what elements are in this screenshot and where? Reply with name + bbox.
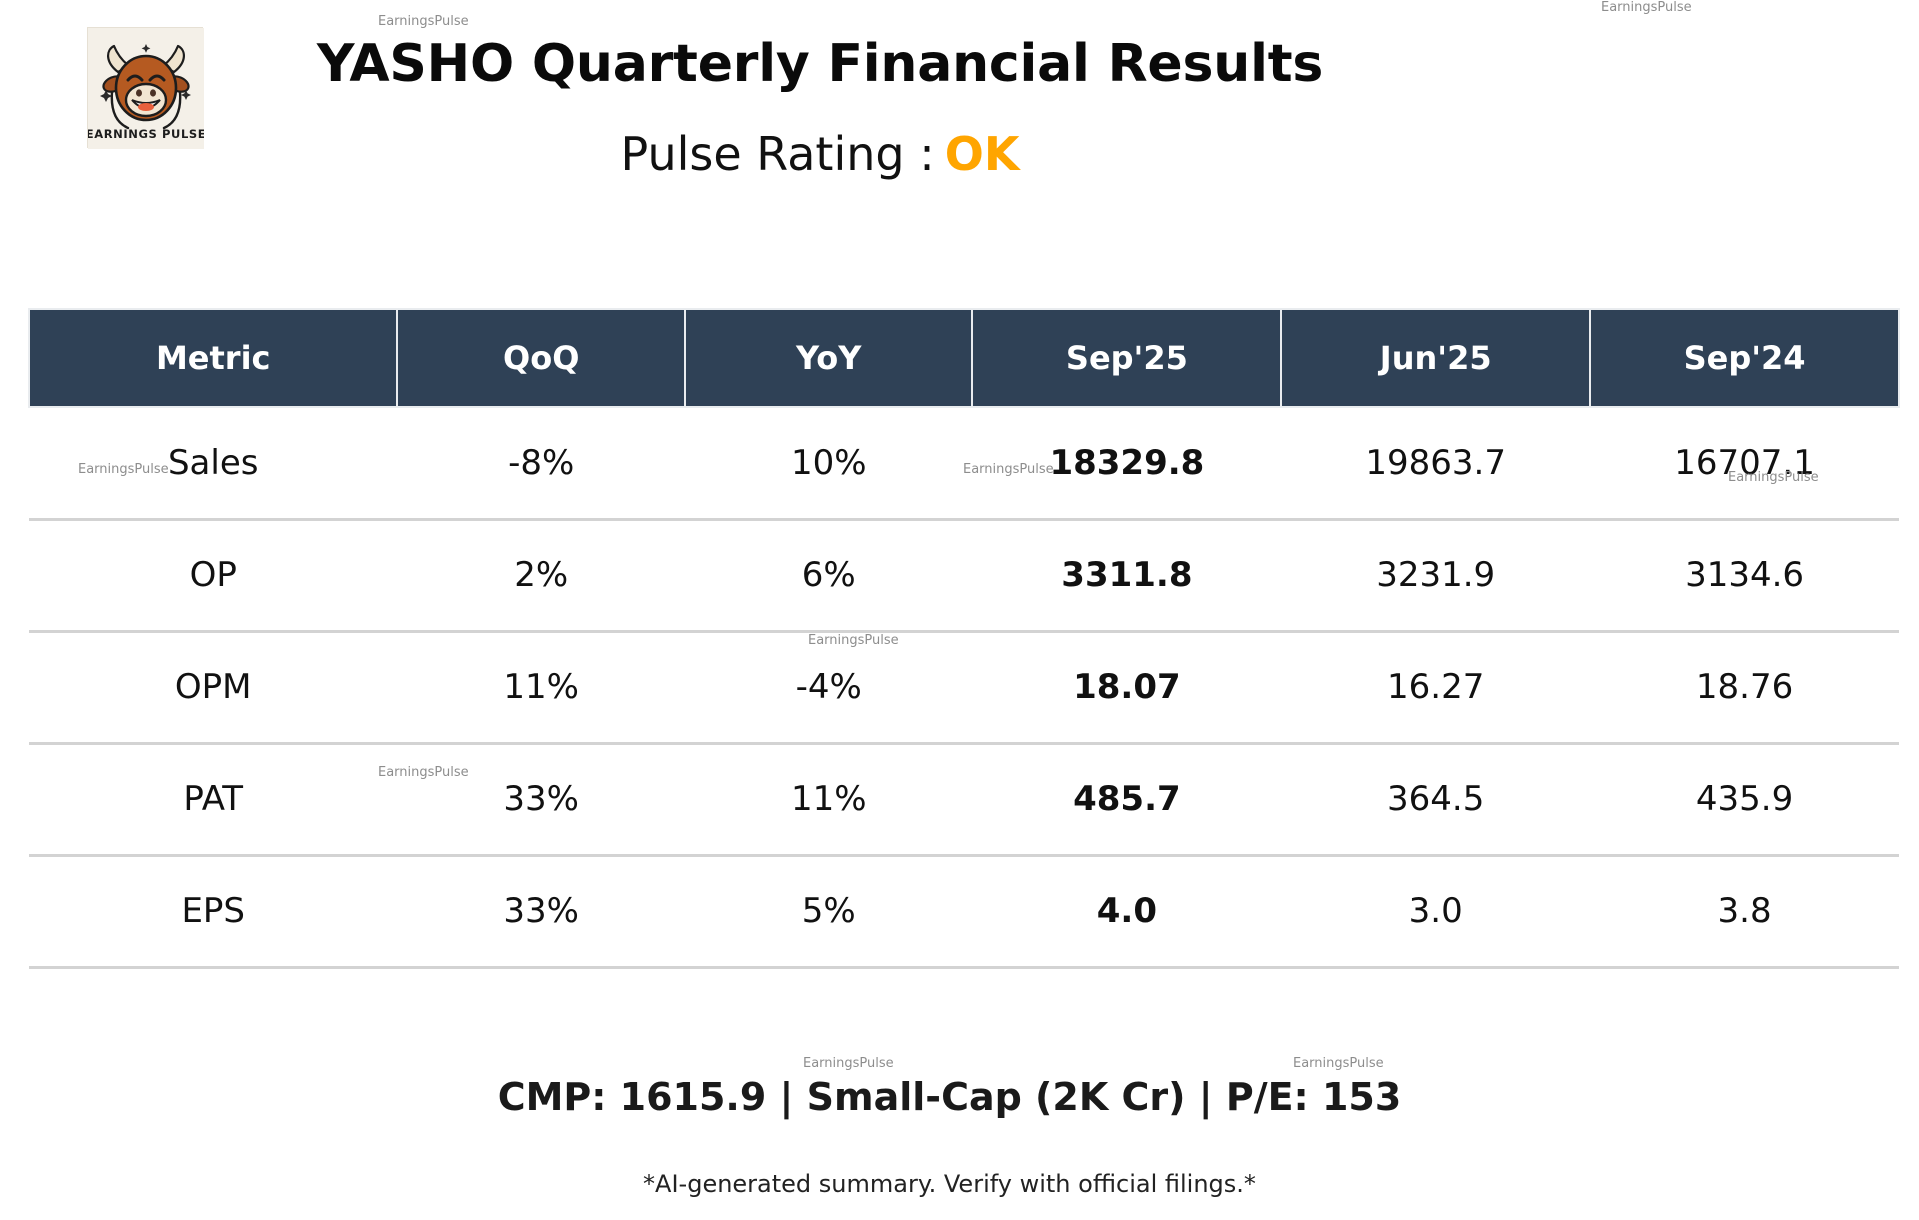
- watermark: EarningsPulse: [803, 1056, 894, 1071]
- row-sep25-value: 485.7: [972, 743, 1282, 857]
- row-qoq-value: 33%: [397, 855, 685, 969]
- row-yoy-value: 11%: [684, 743, 973, 857]
- row-sep24-value: 16707.1: [1590, 407, 1899, 521]
- row-yoy-value: 10%: [684, 407, 973, 521]
- column-header-qoq: QoQ: [397, 308, 686, 408]
- row-sep25-value: 18.07: [972, 631, 1282, 745]
- row-jun25-value: 16.27: [1281, 631, 1591, 745]
- row-jun25-value: 3231.9: [1281, 519, 1591, 633]
- column-header-sep25: Sep'25: [972, 308, 1283, 408]
- footer-disclaimer: *AI-generated summary. Verify with offic…: [643, 1170, 1256, 1198]
- table-row: OP 2% 6% 3311.8 3231.9 3134.6: [29, 519, 1899, 633]
- column-header-yoy: YoY: [684, 308, 974, 408]
- quarterly-results-table: Metric QoQ YoY Sep'25 Jun'25 Sep'24 Sale…: [27, 308, 1900, 969]
- row-yoy-value: 6%: [684, 519, 973, 633]
- pulse-rating-value: OK: [944, 127, 1020, 181]
- row-yoy-value: 5%: [684, 855, 973, 969]
- column-header-metric: Metric: [27, 308, 399, 408]
- row-sep25-value: 18329.8: [972, 407, 1282, 521]
- logo-caption: EARNINGS PULSE: [88, 127, 204, 141]
- earnings-pulse-logo: EARNINGS PULSE: [87, 27, 204, 149]
- row-sep24-value: 18.76: [1590, 631, 1899, 745]
- bull-logo-icon: EARNINGS PULSE: [88, 28, 204, 149]
- row-metric-label: OPM: [29, 631, 398, 745]
- table-row: EPS 33% 5% 4.0 3.0 3.8: [29, 855, 1899, 969]
- row-metric-label: OP: [29, 519, 398, 633]
- row-qoq-value: 33%: [397, 743, 685, 857]
- table-header-row: Metric QoQ YoY Sep'25 Jun'25 Sep'24: [27, 308, 1900, 408]
- row-sep24-value: 3134.6: [1590, 519, 1899, 633]
- row-metric-label: EPS: [29, 855, 398, 969]
- row-jun25-value: 364.5: [1281, 743, 1591, 857]
- column-header-jun25: Jun'25: [1281, 308, 1592, 408]
- watermark: EarningsPulse: [1601, 0, 1692, 15]
- row-jun25-value: 3.0: [1281, 855, 1591, 969]
- row-sep24-value: 435.9: [1590, 743, 1899, 857]
- row-qoq-value: 11%: [397, 631, 685, 745]
- row-yoy-value: -4%: [684, 631, 973, 745]
- row-qoq-value: -8%: [397, 407, 685, 521]
- table-row: Sales -8% 10% 18329.8 19863.7 16707.1: [29, 407, 1899, 521]
- pulse-rating-label: Pulse Rating :: [620, 127, 935, 181]
- row-sep24-value: 3.8: [1590, 855, 1899, 969]
- row-metric-label: Sales: [29, 407, 398, 521]
- row-sep25-value: 3311.8: [972, 519, 1282, 633]
- row-metric-label: PAT: [29, 743, 398, 857]
- watermark: EarningsPulse: [378, 14, 469, 29]
- row-sep25-value: 4.0: [972, 855, 1282, 969]
- pulse-rating: Pulse Rating : OK: [0, 127, 1640, 181]
- page-title: YASHO Quarterly Financial Results: [316, 34, 1324, 94]
- row-jun25-value: 19863.7: [1281, 407, 1591, 521]
- column-header-sep24: Sep'24: [1590, 308, 1900, 408]
- row-qoq-value: 2%: [397, 519, 685, 633]
- table-row: PAT 33% 11% 485.7 364.5 435.9: [29, 743, 1899, 857]
- table-row: OPM 11% -4% 18.07 16.27 18.76: [29, 631, 1899, 745]
- footer-valuation-stats: CMP: 1615.9 | Small-Cap (2K Cr) | P/E: 1…: [497, 1075, 1402, 1119]
- watermark: EarningsPulse: [1293, 1056, 1384, 1071]
